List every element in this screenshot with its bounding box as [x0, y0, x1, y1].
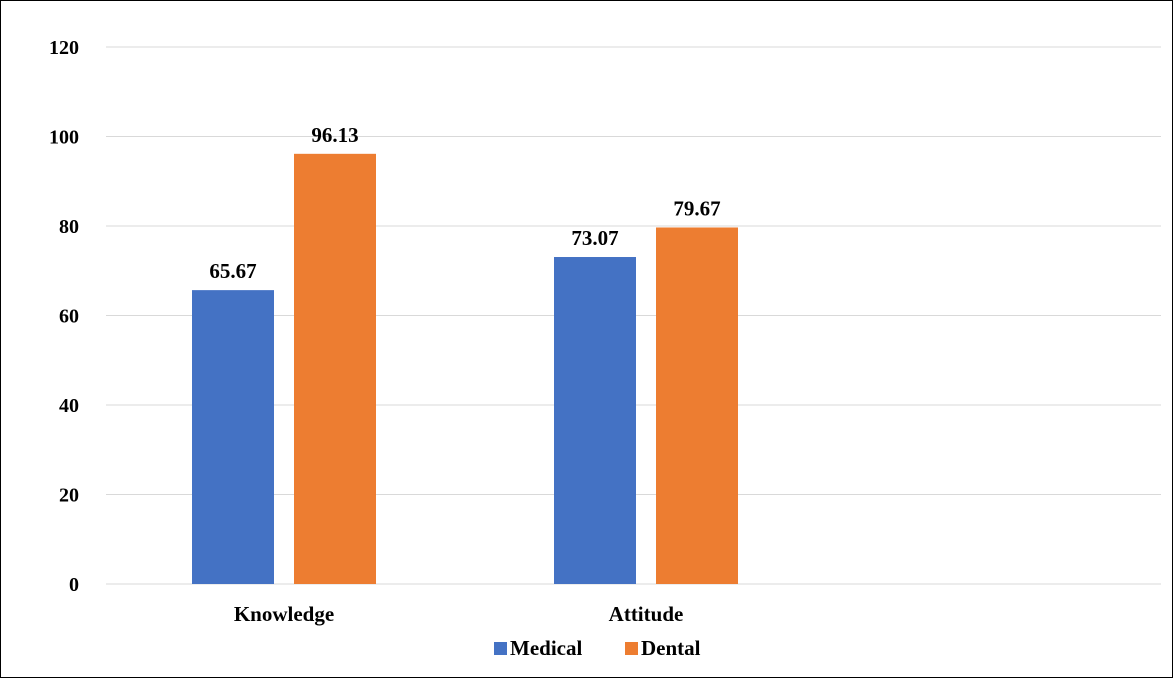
- y-tick-label: 100: [49, 127, 79, 149]
- bar-medical-knowledge: [192, 290, 274, 584]
- data-label: 96.13: [311, 123, 358, 147]
- y-tick-label: 120: [49, 37, 79, 59]
- data-labels: 65.67 96.13 73.07 79.67: [209, 123, 720, 283]
- category-label: Attitude: [609, 602, 684, 626]
- legend-label-dental: Dental: [641, 636, 701, 660]
- y-axis-ticks: 0 20 40 60 80 100 120: [49, 37, 79, 596]
- legend-swatch-medical: [494, 642, 507, 655]
- bars: [192, 153, 738, 585]
- category-label: Knowledge: [234, 602, 334, 626]
- y-tick-label: 60: [59, 306, 79, 328]
- y-tick-label: 20: [59, 485, 79, 507]
- legend: Medical Dental: [494, 636, 701, 660]
- legend-label-medical: Medical: [510, 636, 582, 660]
- legend-swatch-dental: [625, 642, 638, 655]
- bar-medical-attitude: [554, 257, 636, 584]
- data-label: 79.67: [673, 196, 720, 220]
- bar-dental-attitude: [656, 227, 738, 584]
- y-tick-label: 80: [59, 216, 79, 238]
- bar-dental-knowledge: [294, 153, 376, 585]
- data-label: 73.07: [571, 226, 618, 250]
- category-labels: Knowledge Attitude: [234, 602, 684, 626]
- y-tick-label: 40: [59, 395, 79, 417]
- y-tick-label: 0: [69, 574, 79, 596]
- data-label: 65.67: [209, 259, 256, 283]
